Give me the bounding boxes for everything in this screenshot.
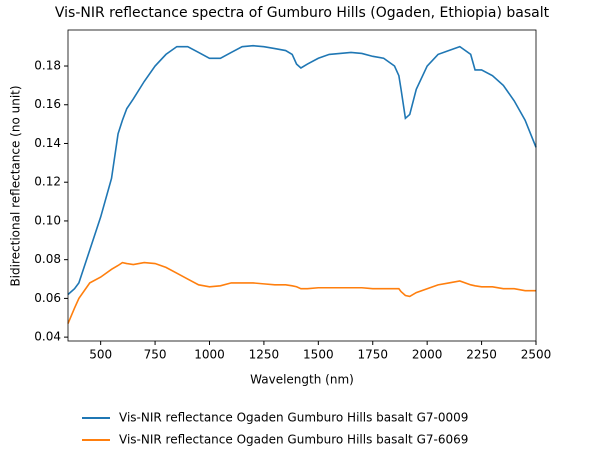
x-tick-label: 2500 [521, 348, 552, 362]
y-axis-label: Bidirectional reflectance (no unit) [9, 85, 23, 286]
y-tick-label: 0.18 [34, 59, 61, 73]
x-tick-label: 500 [89, 348, 112, 362]
plot-frame [67, 29, 537, 342]
series-line [67, 44, 537, 296]
x-axis-label: Wavelength (nm) [250, 373, 354, 387]
x-tick-label: 1750 [357, 348, 388, 362]
y-tick-label: 0.06 [34, 291, 61, 305]
x-tick-label: 2000 [412, 348, 443, 362]
series-line [67, 261, 536, 324]
x-tick-label: 1250 [249, 348, 280, 362]
y-tick-label: 0.14 [34, 136, 61, 150]
legend-label: Vis-NIR reflectance Ogaden Gumburo Hills… [119, 411, 468, 425]
chart-title: Vis-NIR reflectance spectra of Gumburo H… [55, 5, 550, 21]
x-tick-label: 1500 [303, 348, 334, 362]
x-tick-label: 2250 [466, 348, 497, 362]
legend-label: Vis-NIR reflectance Ogaden Gumburo Hills… [119, 433, 468, 447]
x-tick-label: 1000 [194, 348, 225, 362]
y-tick-label: 0.04 [34, 330, 61, 344]
y-tick-label: 0.12 [34, 175, 61, 189]
y-tick-label: 0.16 [34, 97, 61, 111]
x-tick-label: 750 [144, 348, 167, 362]
y-tick-label: 0.08 [34, 252, 61, 266]
y-tick-label: 0.10 [34, 213, 61, 227]
